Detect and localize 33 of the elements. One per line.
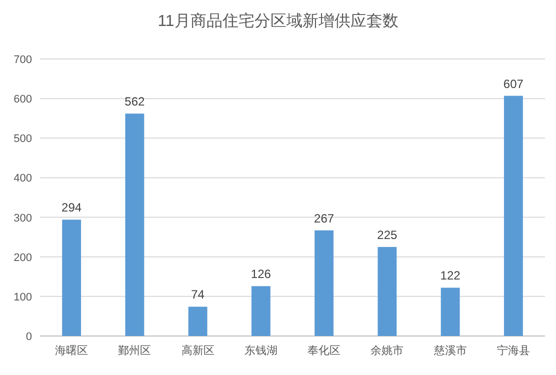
x-tick-label: 奉化区 [308,345,341,357]
y-tick-label: 700 [14,54,32,66]
bar [125,114,144,336]
bar [314,230,334,336]
bar [378,246,397,336]
x-tick-label: 鄞州区 [118,344,152,357]
data-label: 607 [503,76,524,91]
y-tick-label: 600 [14,94,32,106]
y-tick-label: 200 [14,252,32,264]
x-tick-label: 慈溪市 [432,344,467,357]
bar [251,286,270,336]
bar [62,220,82,336]
data-label: 294 [62,200,82,215]
y-tick-label: 500 [14,133,32,146]
data-label: 126 [250,267,272,282]
data-label: 122 [440,268,461,283]
bar [188,306,208,336]
y-tick-label: 400 [14,172,32,185]
y-tick-label: 100 [14,291,32,304]
x-tick-label: 余姚市 [370,344,404,357]
data-label: 562 [124,94,146,109]
x-tick-label: 高新区 [181,344,214,357]
y-tick-label: 300 [14,212,32,224]
data-label: 267 [314,211,334,226]
bar [440,288,460,336]
bar [504,96,523,336]
x-tick-label: 东钱湖 [244,344,278,357]
chart-title: 11月商品住宅分区域新增供应套数 [158,12,398,30]
x-tick-label: 宁海县 [496,344,530,357]
data-label: 74 [191,288,205,302]
x-tick-label: 海曙区 [55,345,88,357]
data-label: 225 [377,228,398,242]
y-tick-label: 0 [26,331,32,343]
